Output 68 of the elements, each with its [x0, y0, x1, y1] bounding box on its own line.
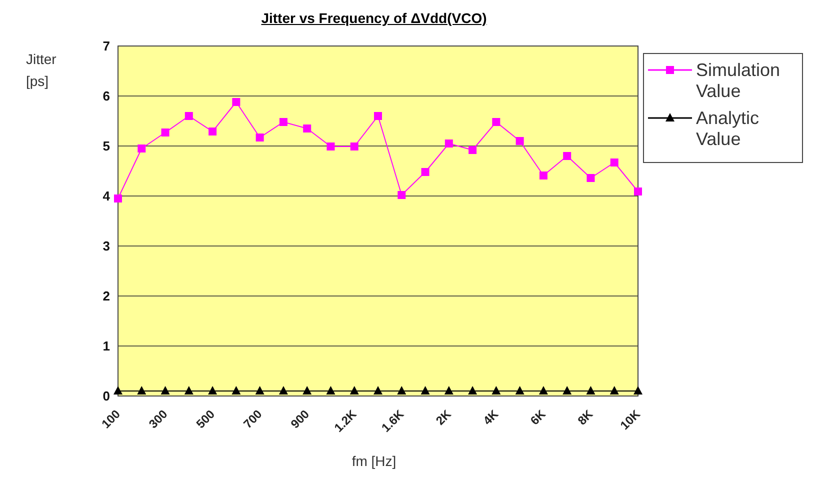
point: [161, 128, 170, 136]
point: [160, 386, 170, 394]
point: [256, 134, 264, 142]
point: [586, 386, 596, 394]
y-tick-label: 2: [102, 288, 110, 304]
legend-label: Simulation Value: [696, 60, 782, 102]
point: [538, 386, 548, 394]
point: [303, 124, 312, 132]
y-tick-label: 7: [102, 38, 110, 54]
point: [350, 142, 358, 150]
point: [114, 194, 122, 202]
point: [515, 386, 524, 394]
x-tick-label: 8K: [574, 406, 596, 428]
point: [444, 140, 453, 148]
x-tick-label: 300: [146, 406, 170, 432]
x-tick-label: 6K: [528, 406, 549, 428]
x-tick-label: 2K: [433, 406, 454, 428]
point: [468, 146, 477, 154]
point: [516, 137, 524, 145]
point: [208, 386, 218, 394]
point: [255, 386, 264, 394]
point: [302, 386, 312, 394]
point: [562, 386, 572, 394]
point: [468, 386, 478, 394]
point: [539, 172, 548, 180]
point: [374, 112, 382, 120]
point: [634, 386, 642, 394]
point: [420, 386, 430, 394]
point: [397, 386, 406, 394]
point: [586, 174, 595, 182]
point: [444, 386, 454, 394]
point: [350, 386, 359, 394]
point: [114, 386, 122, 394]
x-tick-label: 500: [193, 406, 218, 432]
chart-title: Jitter vs Frequency of ΔVdd(VCO): [260, 10, 488, 26]
point: [232, 98, 240, 106]
point: [208, 128, 217, 136]
y-tick-label: 1: [102, 338, 110, 354]
y-tick-label: 4: [102, 188, 111, 204]
point: [374, 386, 382, 394]
point: [398, 191, 406, 199]
y-axis-title: Jitter [ps]: [26, 50, 58, 91]
y-tick-label: 6: [102, 88, 110, 104]
y-tick-label: 5: [102, 138, 110, 154]
point: [492, 118, 500, 126]
legend-label: Analytic Value: [696, 108, 760, 150]
x-tick-label: 700: [240, 406, 265, 432]
y-tick-label: 3: [102, 238, 110, 254]
point: [138, 144, 146, 152]
x-tick-label: 4K: [480, 406, 502, 428]
point: [492, 386, 501, 394]
x-axis-title: fm [Hz]: [350, 453, 398, 469]
point: [184, 386, 194, 394]
x-tick-label: 900: [288, 406, 312, 432]
point: [278, 386, 288, 394]
point: [232, 386, 241, 394]
point: [610, 158, 618, 166]
point: [563, 152, 572, 160]
point: [421, 168, 430, 176]
y-tick-label: 0: [102, 388, 110, 404]
point: [634, 188, 642, 196]
point: [326, 386, 336, 394]
point: [184, 112, 193, 120]
point: [326, 142, 335, 150]
point: [610, 386, 619, 394]
point: [137, 386, 146, 394]
point: [279, 118, 288, 126]
x-tick-label: 100: [98, 406, 124, 432]
